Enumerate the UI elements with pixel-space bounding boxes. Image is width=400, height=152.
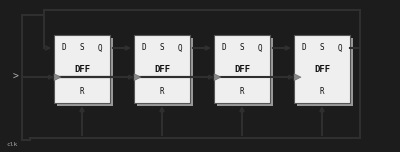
Polygon shape [134, 74, 141, 81]
Polygon shape [294, 74, 301, 81]
Text: clk: clk [6, 143, 18, 147]
Bar [294, 35, 350, 103]
Polygon shape [54, 74, 61, 81]
Text: DFF: DFF [154, 64, 170, 74]
Text: R: R [160, 86, 164, 95]
Text: S: S [80, 43, 84, 52]
Bar [134, 35, 190, 103]
Text: R: R [240, 86, 244, 95]
Bar [137, 38, 193, 106]
Text: >: > [13, 72, 19, 82]
Text: Q: Q [178, 43, 182, 52]
Bar [214, 35, 270, 103]
Text: S: S [160, 43, 164, 52]
Text: S: S [240, 43, 244, 52]
Text: D: D [62, 43, 66, 52]
Bar [297, 38, 353, 106]
Text: D: D [222, 43, 226, 52]
Polygon shape [214, 74, 221, 81]
Text: DFF: DFF [314, 64, 330, 74]
Text: Q: Q [258, 43, 262, 52]
Bar [57, 38, 113, 106]
Text: Q: Q [98, 43, 102, 52]
Text: D: D [302, 43, 306, 52]
Bar [217, 38, 273, 106]
Text: D: D [142, 43, 146, 52]
Text: DFF: DFF [74, 64, 90, 74]
Text: S: S [320, 43, 324, 52]
Text: R: R [80, 86, 84, 95]
Text: Q: Q [338, 43, 342, 52]
Text: DFF: DFF [234, 64, 250, 74]
Text: R: R [320, 86, 324, 95]
Bar [54, 35, 110, 103]
